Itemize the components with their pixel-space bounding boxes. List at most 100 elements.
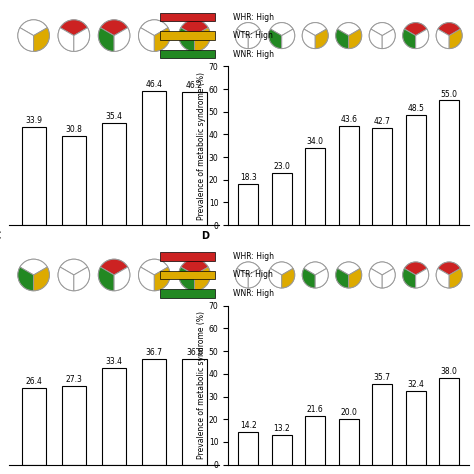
- Text: 36.7: 36.7: [146, 348, 163, 357]
- Wedge shape: [449, 29, 462, 49]
- Wedge shape: [60, 259, 88, 275]
- Text: WHR: High: WHR: High: [233, 13, 274, 22]
- Circle shape: [436, 23, 462, 49]
- Wedge shape: [349, 268, 362, 288]
- Wedge shape: [98, 27, 114, 51]
- Wedge shape: [18, 27, 34, 51]
- Text: 36.6: 36.6: [186, 348, 203, 357]
- Wedge shape: [235, 29, 248, 49]
- Wedge shape: [248, 29, 261, 49]
- Wedge shape: [237, 23, 259, 36]
- Wedge shape: [100, 20, 128, 36]
- Y-axis label: Prevalence of metabolic syndrome (%): Prevalence of metabolic syndrome (%): [197, 72, 206, 220]
- Circle shape: [179, 259, 210, 291]
- Bar: [182, 359, 207, 465]
- Circle shape: [98, 259, 130, 291]
- Wedge shape: [371, 23, 393, 36]
- Text: 32.4: 32.4: [407, 380, 424, 389]
- Bar: [102, 123, 126, 225]
- Bar: [62, 386, 86, 465]
- Wedge shape: [58, 267, 74, 291]
- Bar: [160, 271, 215, 279]
- Text: 26.4: 26.4: [25, 377, 42, 386]
- Wedge shape: [382, 268, 395, 288]
- Text: 21.6: 21.6: [307, 405, 324, 414]
- Circle shape: [403, 23, 428, 49]
- Wedge shape: [269, 29, 282, 49]
- Bar: [439, 100, 459, 225]
- Bar: [21, 388, 46, 465]
- Circle shape: [98, 20, 130, 51]
- Wedge shape: [271, 23, 293, 36]
- Text: 18.3: 18.3: [240, 173, 256, 182]
- Wedge shape: [403, 29, 416, 49]
- Bar: [406, 115, 426, 225]
- Circle shape: [235, 23, 261, 49]
- Bar: [238, 432, 258, 465]
- Wedge shape: [100, 259, 128, 275]
- Text: D: D: [201, 231, 209, 241]
- Y-axis label: Prevalence of metabolic syndrome (%): Prevalence of metabolic syndrome (%): [197, 311, 206, 459]
- Circle shape: [138, 259, 170, 291]
- Wedge shape: [302, 268, 315, 288]
- Text: WNR: High: WNR: High: [233, 289, 274, 298]
- Circle shape: [58, 20, 90, 51]
- Bar: [142, 359, 166, 465]
- Wedge shape: [155, 27, 170, 51]
- Circle shape: [403, 262, 428, 288]
- Wedge shape: [181, 20, 208, 36]
- Text: 46.4: 46.4: [146, 81, 163, 90]
- Circle shape: [369, 23, 395, 49]
- Bar: [62, 137, 86, 225]
- Bar: [338, 126, 359, 225]
- Text: 34.0: 34.0: [307, 137, 324, 146]
- Bar: [372, 128, 392, 225]
- Bar: [338, 419, 359, 465]
- Wedge shape: [349, 29, 362, 49]
- Wedge shape: [304, 262, 327, 275]
- Text: 13.2: 13.2: [273, 424, 290, 433]
- Text: 33.9: 33.9: [25, 117, 42, 126]
- Wedge shape: [114, 267, 130, 291]
- Circle shape: [336, 23, 362, 49]
- Bar: [160, 289, 215, 298]
- Text: WTR: High: WTR: High: [233, 31, 273, 40]
- Text: 38.0: 38.0: [441, 367, 457, 376]
- Text: 43.6: 43.6: [340, 115, 357, 124]
- Text: 27.3: 27.3: [65, 375, 82, 384]
- Wedge shape: [282, 268, 295, 288]
- Bar: [182, 92, 207, 225]
- Text: 48.5: 48.5: [407, 104, 424, 113]
- Wedge shape: [155, 267, 170, 291]
- Wedge shape: [369, 29, 382, 49]
- Wedge shape: [235, 268, 248, 288]
- Wedge shape: [248, 268, 261, 288]
- Wedge shape: [18, 267, 34, 291]
- Wedge shape: [282, 29, 295, 49]
- Circle shape: [18, 20, 49, 51]
- Bar: [160, 50, 215, 58]
- Wedge shape: [179, 27, 194, 51]
- Wedge shape: [20, 259, 47, 275]
- Bar: [160, 31, 215, 40]
- Circle shape: [235, 262, 261, 288]
- Wedge shape: [74, 267, 90, 291]
- Wedge shape: [60, 20, 88, 36]
- Wedge shape: [403, 268, 416, 288]
- Text: 46.2: 46.2: [186, 81, 203, 90]
- Wedge shape: [138, 27, 155, 51]
- Text: 35.4: 35.4: [106, 112, 123, 121]
- Wedge shape: [114, 27, 130, 51]
- Wedge shape: [337, 23, 360, 36]
- Bar: [160, 13, 215, 21]
- Wedge shape: [304, 23, 327, 36]
- Wedge shape: [181, 259, 208, 275]
- Wedge shape: [141, 259, 168, 275]
- Wedge shape: [416, 268, 428, 288]
- Circle shape: [138, 20, 170, 51]
- Circle shape: [18, 259, 49, 291]
- Wedge shape: [336, 268, 349, 288]
- Circle shape: [302, 23, 328, 49]
- Text: 14.2: 14.2: [240, 421, 256, 430]
- Circle shape: [269, 262, 295, 288]
